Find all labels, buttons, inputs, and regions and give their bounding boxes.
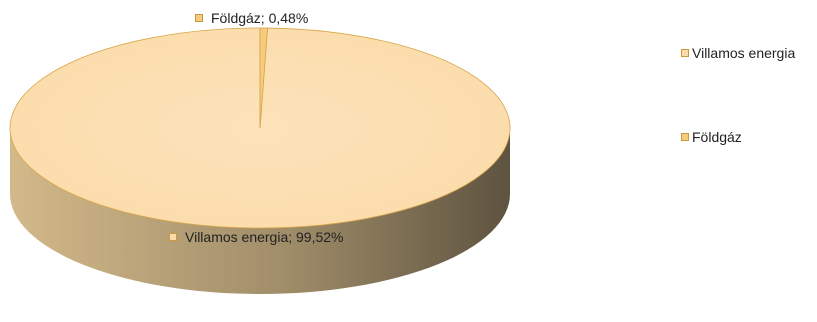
legend-swatch-foldgaz <box>681 133 689 141</box>
pie-side-wall <box>10 128 510 294</box>
legend-swatch-villamos-energia <box>681 49 689 57</box>
data-label-swatch <box>169 233 177 241</box>
legend: Villamos energia Földgáz <box>681 43 795 211</box>
data-label-text: Földgáz; 0,48% <box>211 10 309 26</box>
data-label-swatch <box>195 14 203 22</box>
data-label-villamos-energia: Villamos energia; 99,52% <box>169 229 344 245</box>
legend-label: Villamos energia <box>692 45 796 61</box>
data-label-text: Villamos energia; 99,52% <box>185 229 344 245</box>
data-label-foldgaz: Földgáz; 0,48% <box>195 10 308 26</box>
legend-label: Földgáz <box>692 129 742 145</box>
legend-item-villamos-energia: Villamos energia <box>681 43 795 63</box>
legend-item-foldgaz: Földgáz <box>681 127 795 147</box>
pie-slice-foldgaz <box>259 27 268 129</box>
